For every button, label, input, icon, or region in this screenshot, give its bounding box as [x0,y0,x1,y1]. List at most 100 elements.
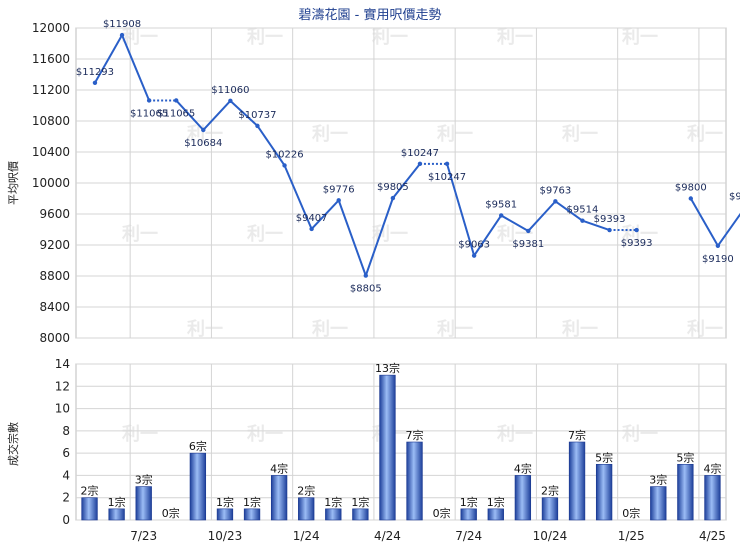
price-line-segment [717,212,740,247]
bar [325,508,342,521]
bar-label: 0宗 [162,506,180,520]
x-tick-label: 4/25 [699,529,726,543]
bar-label: 2宗 [81,484,99,498]
price-point [228,98,233,104]
price-point [444,161,450,167]
bar [189,452,207,521]
bar-label: 1宗 [460,495,478,509]
bar-label: 4宗 [703,461,721,475]
price-point [201,127,206,133]
bar-label: 1宗 [108,495,126,509]
price-point [688,196,693,201]
price-point [336,198,341,203]
price-point [553,199,558,204]
bar [243,508,261,521]
price-point-label: $10247 [401,148,439,159]
count-y-tick: 14 [55,357,70,371]
bar-label: 0宗 [622,506,640,520]
grid-layer [75,27,727,521]
price-line-segment [364,197,394,276]
bar-label: 4宗 [514,461,532,475]
price-point [499,213,504,218]
price-point [715,243,721,248]
watermark-text: 利一 [187,123,223,145]
bar-label: 13宗 [375,361,400,375]
price-line-segment [500,214,529,232]
line-layer [92,32,740,278]
price-y-tick: 8400 [39,300,70,314]
watermark-text: 利一 [497,423,533,445]
price-point-label: $10247 [428,172,466,183]
price-line-segment [392,163,421,199]
bar [460,508,477,521]
price-point-label: $10737 [238,110,276,121]
bar-label: 1宗 [487,495,505,509]
price-point-label: $9063 [458,240,490,251]
price-point-label: $9190 [702,254,734,265]
price-point-label: $9407 [296,213,328,224]
bar [216,508,234,521]
watermark-text: 利一 [437,318,473,340]
price-point [255,123,260,129]
price-point [634,227,639,233]
price-line-segment [337,200,367,276]
watermark-text: 利一 [312,318,348,340]
price-line-segment [256,125,286,167]
bar [379,374,396,521]
bar [135,486,152,521]
price-point-label: $11293 [76,67,114,78]
price-point [363,273,368,278]
labels-layer: 1200011600112001080010400100009600920088… [32,19,740,543]
bar [704,475,721,521]
watermark-text: 利一 [622,26,658,48]
watermark-text: 利一 [622,423,658,445]
watermark-text: 利一 [562,123,598,145]
price-point [526,228,531,234]
price-point [119,32,125,38]
count-y-tick: 10 [55,402,70,416]
price-point-label: $11065 [157,108,195,119]
price-point-label: $9805 [377,182,409,193]
bar [677,463,694,521]
bars-layer [81,374,721,521]
x-tick-label: 10/23 [208,529,243,543]
y-axis-title-count: 成交宗數 [6,422,20,466]
watermark-text: 利一 [247,26,283,48]
bar [352,508,369,521]
x-tick-label: 1/25 [618,529,645,543]
price-line-segment [527,200,557,232]
watermark-text: 利一 [687,318,723,340]
bar-label: 2宗 [541,484,559,498]
x-tick-label: 10/24 [533,529,568,543]
price-point [417,161,423,167]
bar-label: 2宗 [297,484,315,498]
price-point-label: $9393 [594,214,626,225]
x-tick-label: 7/23 [130,529,157,543]
bar [298,497,315,521]
price-line-segment [473,214,503,257]
price-point [174,98,179,103]
price-y-tick: 10800 [32,114,70,128]
watermark-text: 利一 [497,26,533,48]
price-line-segment [202,100,232,131]
watermark-text: 利一 [122,223,158,245]
bar [81,497,98,521]
price-point [282,163,287,168]
price-point-label: $8805 [350,284,382,295]
price-point-label: $9763 [539,185,571,196]
price-point-label: $9393 [621,238,653,249]
count-y-tick: 0 [62,513,70,527]
watermark-text: 利一 [122,26,158,48]
bar-label: 3宗 [135,473,153,487]
price-y-tick: 11600 [32,52,70,66]
price-line-segment [283,165,313,230]
bar [108,508,125,521]
price-line-segment [554,200,584,222]
price-point-label: $11065 [130,108,168,119]
price-point [92,80,98,85]
count-y-tick: 6 [62,446,70,460]
bar-label: 4宗 [270,461,288,475]
bar-label: 1宗 [243,495,261,509]
bar-label: 5宗 [676,450,694,464]
